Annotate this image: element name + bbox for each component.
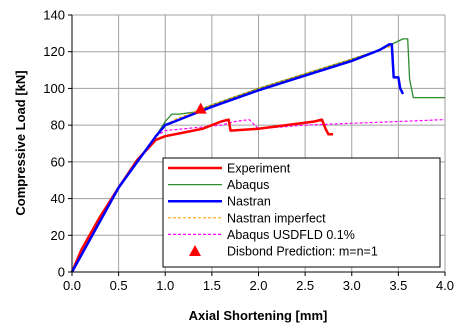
y-tick-labels: 0 20 40 60 80 100 120 140	[43, 8, 72, 280]
legend-label-4: Abaqus USDFLD 0.1%	[227, 228, 355, 242]
y-axis-title: Compressive Load [kN]	[13, 70, 28, 215]
legend: Experiment Abaqus Nastran Nastran imperfect…	[162, 157, 441, 268]
x-tick-label: 2.0	[249, 278, 267, 293]
legend-label-3: Nastran imperfect	[227, 211, 326, 225]
x-tick-labels: 0.0 0.5 1.0 1.5 2.0 2.5 3.0 3.5 4.0	[63, 272, 454, 293]
legend-label-0: Experiment	[227, 162, 291, 176]
x-tick-label: 3.0	[343, 278, 361, 293]
x-axis-title: Axial Shortening [mm]	[189, 308, 328, 323]
series-line-1	[71, 38, 445, 273]
markers	[194, 102, 207, 114]
y-tick-label: 140	[43, 8, 65, 23]
x-tick-label: 0.5	[110, 278, 128, 293]
y-tick-label: 60	[51, 154, 65, 169]
x-tick-label: 1.5	[203, 278, 221, 293]
y-tick-label: 20	[51, 228, 65, 243]
legend-label-2: Nastran	[227, 195, 271, 209]
legend-box	[162, 157, 441, 268]
disbond-marker	[194, 102, 207, 114]
y-tick-label: 80	[51, 118, 65, 133]
series-line-2	[70, 43, 405, 273]
x-tick-label: 3.5	[389, 278, 407, 293]
y-tick-label: 40	[51, 191, 65, 206]
x-tick-label: 2.5	[296, 278, 314, 293]
x-tick-label: 0.0	[63, 278, 81, 293]
legend-items: Experiment Abaqus Nastran Nastran imperfect…	[168, 162, 378, 259]
x-tick-label: 1.0	[156, 278, 174, 293]
legend-label-1: Abaqus	[227, 178, 269, 192]
x-tick-label: 4.0	[436, 278, 454, 293]
y-tick-label: 120	[43, 44, 65, 59]
legend-label-5: Disbond Prediction: m=n=1	[227, 245, 378, 259]
y-tick-label: 100	[43, 81, 65, 96]
y-tick-label: 0	[58, 265, 65, 280]
legend-swatch-marker	[189, 245, 201, 256]
